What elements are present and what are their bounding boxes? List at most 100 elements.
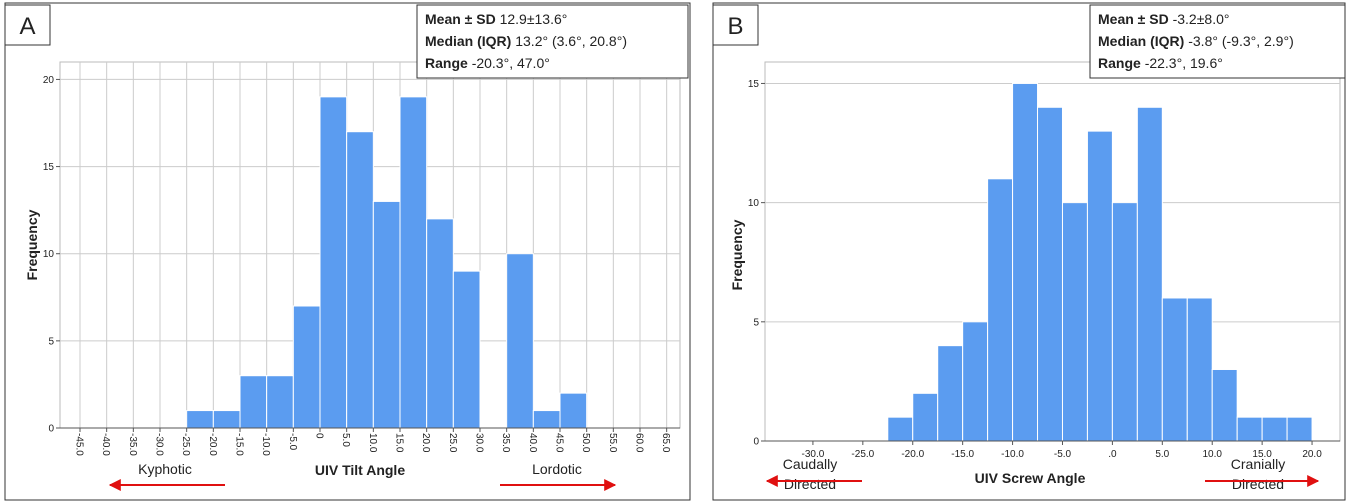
stats-label: Range bbox=[1098, 55, 1141, 71]
stats-line: Range -20.3°, 47.0° bbox=[425, 55, 550, 71]
bar bbox=[532, 410, 561, 429]
bar bbox=[1086, 130, 1113, 442]
bar bbox=[987, 178, 1014, 442]
x-tick-label: -25.0 bbox=[180, 433, 191, 456]
bar bbox=[266, 375, 294, 429]
x-tick-label: -20.0 bbox=[207, 433, 218, 456]
y-tick-label: 0 bbox=[753, 437, 759, 448]
bar bbox=[319, 96, 348, 429]
bar bbox=[1261, 416, 1288, 442]
x-tick-label: 0 bbox=[314, 433, 325, 439]
annotation-text: Caudally bbox=[783, 456, 837, 472]
x-tick-label: 15.0 bbox=[1252, 449, 1272, 460]
y-tick-label: 15 bbox=[43, 162, 55, 173]
y-tick-label: 0 bbox=[48, 424, 54, 435]
annotation-text: Directed bbox=[784, 476, 836, 492]
bar bbox=[1037, 106, 1063, 442]
stats-line: Median (IQR) -3.8° (-9.3°, 2.9°) bbox=[1098, 33, 1294, 49]
bar bbox=[1211, 368, 1238, 442]
annotation-text: Directed bbox=[1232, 476, 1284, 492]
x-tick-label: -30.0 bbox=[154, 433, 165, 456]
x-tick-label: 25.0 bbox=[447, 433, 458, 453]
panel-label: B bbox=[727, 13, 743, 40]
y-axis-label: Frequency bbox=[729, 219, 745, 290]
panel-label: A bbox=[19, 13, 35, 40]
x-tick-label: -10.0 bbox=[1001, 449, 1024, 460]
bar bbox=[292, 305, 321, 429]
x-tick-label: 40.0 bbox=[527, 433, 538, 453]
x-tick-label: 20.0 bbox=[420, 433, 431, 453]
x-tick-label: 65.0 bbox=[660, 433, 671, 453]
bar bbox=[1161, 297, 1188, 442]
x-axis-label: UIV Screw Angle bbox=[975, 470, 1086, 486]
x-tick-label: 15.0 bbox=[394, 433, 405, 453]
bar bbox=[1061, 202, 1088, 442]
panel-label-box bbox=[712, 4, 759, 46]
stats-value: -22.3°, 19.6° bbox=[1145, 55, 1223, 71]
x-tick-label: 10.0 bbox=[367, 433, 378, 453]
stats-label: Range bbox=[425, 55, 468, 71]
stats-value: -3.8° (-9.3°, 2.9°) bbox=[1188, 33, 1294, 49]
panel-label-box bbox=[4, 4, 51, 46]
x-tick-label: 60.0 bbox=[634, 433, 645, 453]
x-tick-label: 55.0 bbox=[607, 433, 618, 453]
x-tick-label: -30.0 bbox=[802, 449, 825, 460]
bar bbox=[962, 321, 989, 442]
x-tick-label: -25.0 bbox=[851, 449, 874, 460]
y-tick-label: 20 bbox=[43, 75, 55, 86]
x-tick-label: -35.0 bbox=[127, 433, 138, 456]
x-tick-label: 45.0 bbox=[554, 433, 565, 453]
bar bbox=[452, 270, 481, 429]
bar bbox=[506, 253, 534, 429]
annotation-text: Lordotic bbox=[532, 461, 582, 477]
stats-line: Mean ± SD -3.2±8.0° bbox=[1098, 11, 1229, 27]
bar bbox=[559, 392, 588, 429]
x-tick-label: 5.0 bbox=[340, 433, 351, 447]
bar bbox=[186, 410, 214, 429]
bar bbox=[1012, 82, 1039, 442]
stats-line: Median (IQR) 13.2° (3.6°, 20.8°) bbox=[425, 33, 627, 49]
bar bbox=[1111, 202, 1138, 442]
bar bbox=[1186, 297, 1213, 442]
bar bbox=[212, 410, 241, 429]
x-tick-label: 50.0 bbox=[580, 433, 591, 453]
stats-line: Range -22.3°, 19.6° bbox=[1098, 55, 1223, 71]
bar bbox=[912, 392, 939, 442]
bar bbox=[372, 200, 401, 429]
stats-box bbox=[416, 4, 689, 79]
x-tick-label: -40.0 bbox=[100, 433, 111, 456]
bar bbox=[346, 131, 374, 429]
stats-value: 13.2° (3.6°, 20.8°) bbox=[515, 33, 627, 49]
x-tick-label: 35.0 bbox=[500, 433, 511, 453]
stats-value: 12.9±13.6° bbox=[500, 11, 568, 27]
y-tick-label: 10 bbox=[43, 249, 55, 260]
bar bbox=[887, 416, 914, 442]
x-tick-label: .0 bbox=[1108, 449, 1117, 460]
y-axis-label: Frequency bbox=[24, 209, 40, 280]
x-tick-label: -45.0 bbox=[74, 433, 85, 456]
stats-line: Mean ± SD 12.9±13.6° bbox=[425, 11, 567, 27]
bar bbox=[937, 345, 964, 442]
x-tick-label: 5.0 bbox=[1155, 449, 1169, 460]
stats-label: Median (IQR) bbox=[1098, 33, 1184, 49]
stats-label: Median (IQR) bbox=[425, 33, 511, 49]
annotation-text: Kyphotic bbox=[138, 461, 192, 477]
bar bbox=[239, 375, 268, 429]
x-tick-label: 10.0 bbox=[1202, 449, 1222, 460]
x-axis-label: UIV Tilt Angle bbox=[315, 462, 405, 478]
stats-box bbox=[1089, 4, 1346, 79]
x-tick-label: -5.0 bbox=[1054, 449, 1072, 460]
bar bbox=[1136, 106, 1163, 442]
y-tick-label: 10 bbox=[748, 198, 760, 209]
x-tick-label: -10.0 bbox=[260, 433, 271, 456]
x-tick-label: 30.0 bbox=[474, 433, 485, 453]
x-tick-label: -15.0 bbox=[234, 433, 245, 456]
panel-frame bbox=[712, 2, 1346, 501]
bar bbox=[399, 96, 428, 429]
stats-label: Mean ± SD bbox=[425, 11, 496, 27]
bar bbox=[1286, 416, 1313, 442]
stats-value: -3.2±8.0° bbox=[1173, 11, 1230, 27]
stats-value: -20.3°, 47.0° bbox=[472, 55, 550, 71]
bar bbox=[1236, 416, 1263, 442]
